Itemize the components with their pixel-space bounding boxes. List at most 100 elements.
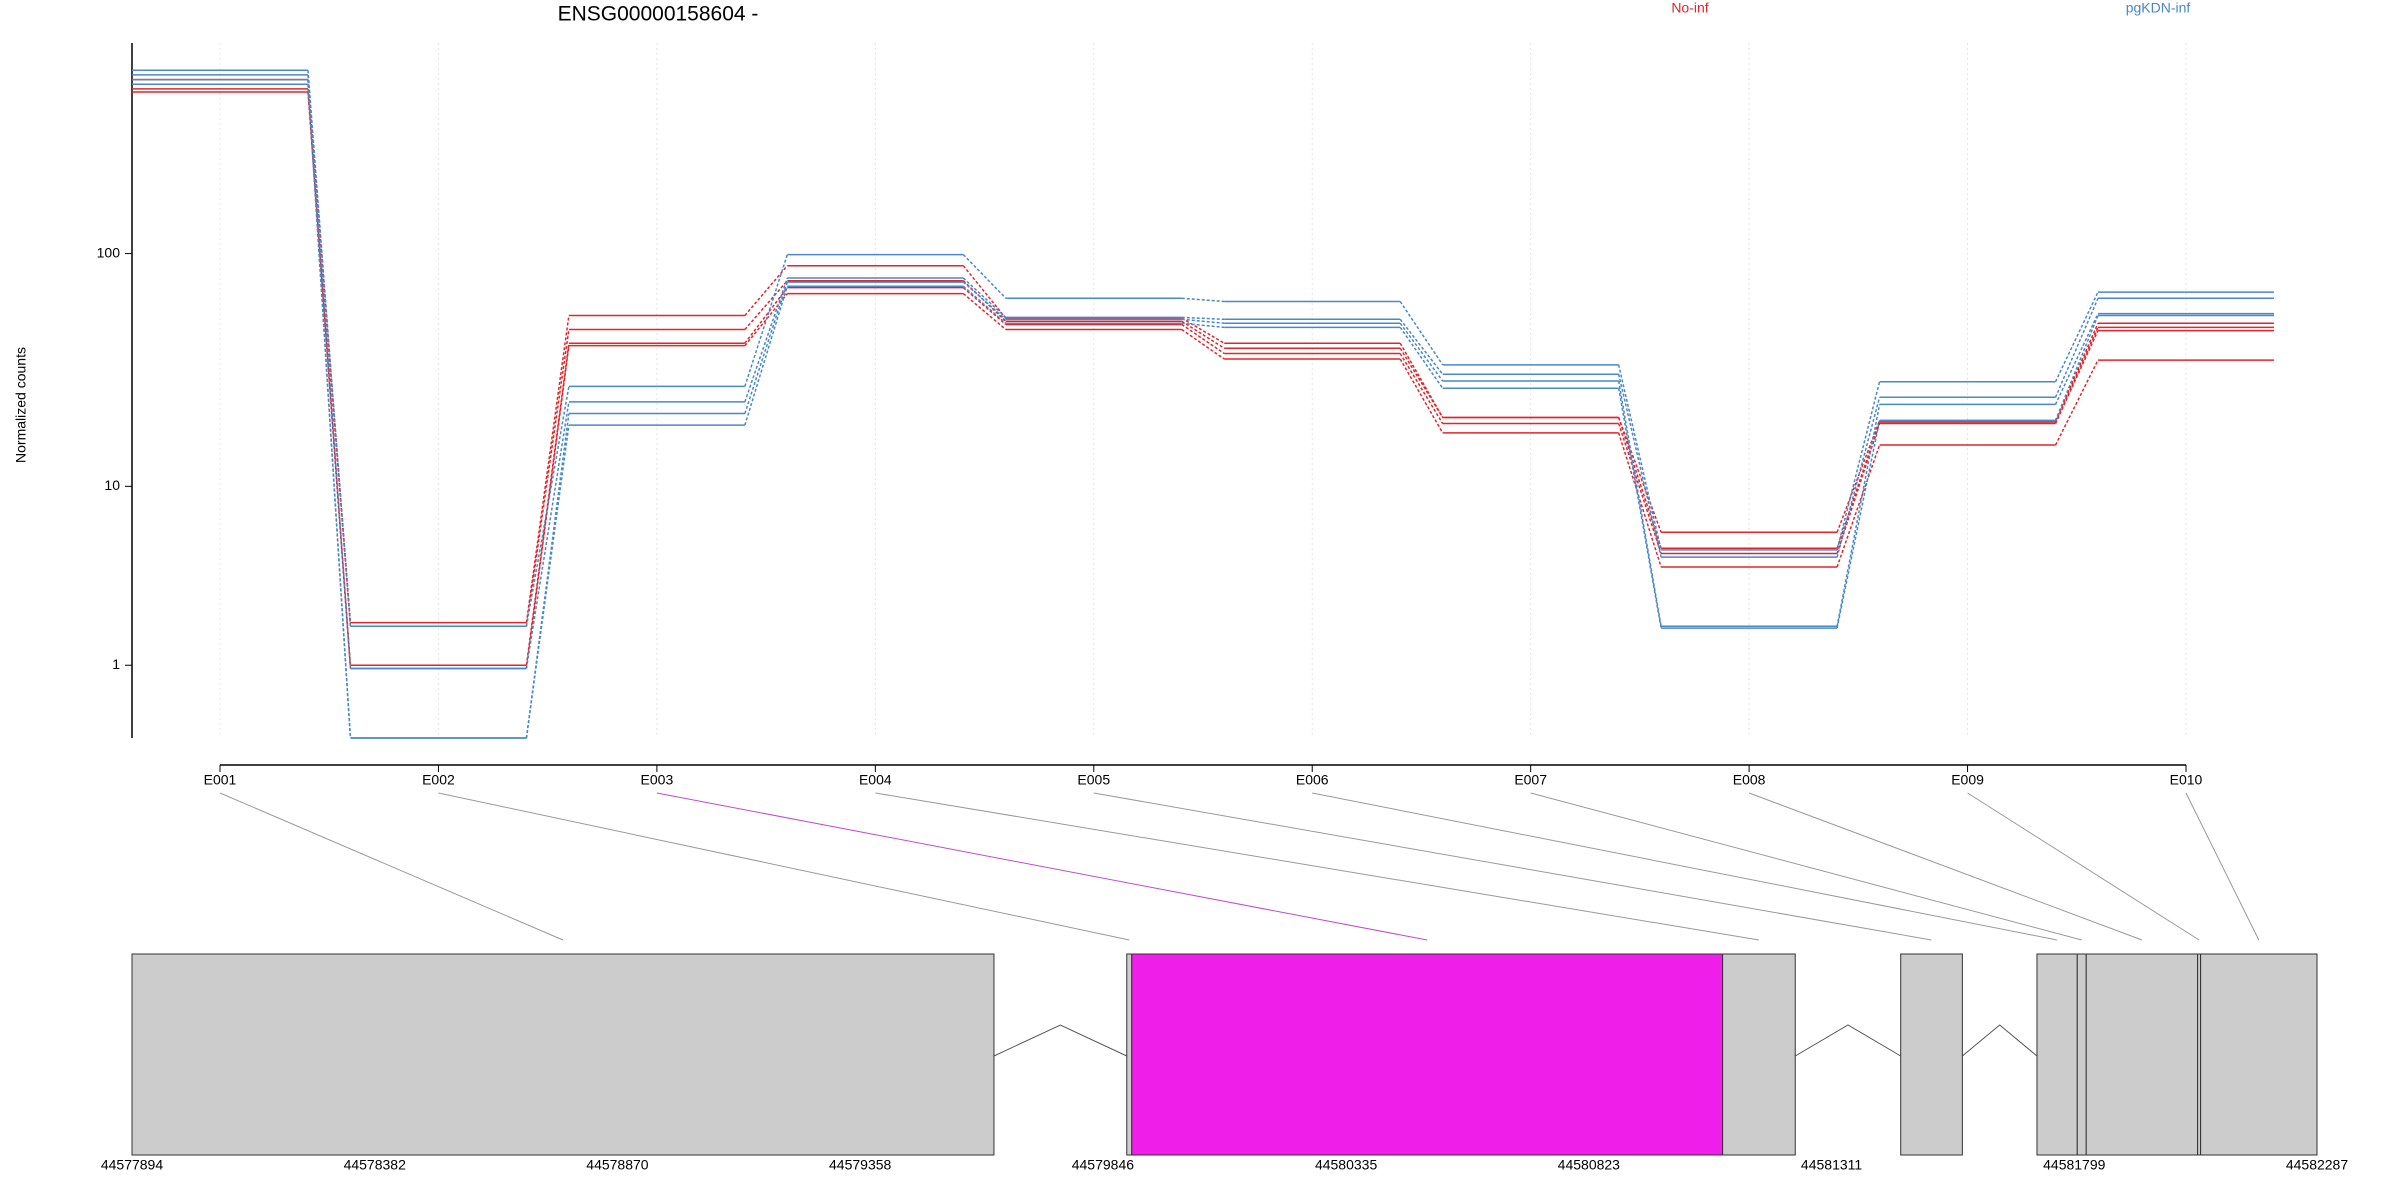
exon-box [1722, 953, 1796, 1156]
x-tick-label: E008 [1733, 772, 1766, 788]
legend-entry: pgKDN-inf [2126, 0, 2191, 16]
segment-link [744, 265, 788, 316]
segment-link [1836, 421, 1881, 549]
segment-link [1617, 364, 1662, 551]
segment-link [1836, 423, 1881, 554]
x-tick-label: E009 [1951, 772, 1984, 788]
segment-link [1617, 417, 1662, 549]
segment-link [525, 315, 570, 623]
segment-link [1399, 342, 1444, 418]
segment-link [744, 281, 789, 414]
segment-link [1617, 417, 1662, 533]
y-tick-label: 1 [112, 656, 120, 672]
genomic-tick-label: 44581799 [2043, 1157, 2106, 1173]
x-tick-label: E006 [1296, 772, 1329, 788]
x-tick-label: E004 [859, 772, 892, 788]
segment-link [1399, 301, 1444, 366]
exon-link [438, 792, 1130, 941]
segment-link [1399, 358, 1444, 434]
exon-link [1312, 792, 2058, 941]
segment-link [307, 84, 352, 739]
segment-link [1836, 381, 1881, 551]
genomic-tick-label: 44582287 [2286, 1157, 2349, 1173]
segment-link [962, 265, 1007, 319]
genomic-tick-label: 44580823 [1558, 1157, 1621, 1173]
segment-link [2054, 291, 2099, 383]
x-tick-label: E002 [422, 772, 455, 788]
segment-link [1399, 326, 1444, 389]
intron [1794, 1024, 1901, 1057]
y-tick-label: 10 [104, 477, 120, 493]
exon-box [2036, 953, 2078, 1156]
genomic-tick-label: 44579846 [1072, 1157, 1135, 1173]
segment-link [1181, 328, 1225, 360]
segment-link [1399, 322, 1444, 382]
exon-link [1530, 792, 2082, 941]
segment-link [525, 401, 570, 669]
exon-box [1131, 953, 1724, 1156]
segment-link [962, 281, 1007, 320]
segment-link [2054, 359, 2099, 446]
segment-link [1836, 444, 1881, 568]
exon-link [2185, 792, 2260, 941]
segment-link [744, 277, 789, 403]
exon-box [1900, 953, 1963, 1156]
segment-link [1617, 380, 1662, 627]
genomic-tick-label: 44577894 [101, 1157, 164, 1173]
segment-link [307, 91, 352, 669]
segment-link [2054, 327, 2099, 423]
exon-link [1748, 792, 2143, 941]
segment-link [1399, 353, 1444, 424]
segment-link [307, 70, 352, 627]
segment-link [1181, 322, 1225, 329]
exon-link [219, 792, 564, 941]
segment-link [2054, 315, 2099, 421]
segment-link [744, 286, 789, 426]
chart-title: ENSG00000158604 - [558, 3, 759, 26]
exon-box [2085, 953, 2199, 1156]
exon-box [1126, 953, 1133, 1156]
segment-link [1181, 318, 1225, 325]
segment-link [1181, 316, 1225, 321]
segment-link [1836, 404, 1881, 627]
exon-link [1093, 792, 1932, 941]
segment-link [1836, 420, 1881, 629]
x-tick-label: E005 [1077, 772, 1110, 788]
segment-link [1617, 374, 1662, 558]
genomic-tick-label: 44579358 [829, 1157, 892, 1173]
y-tick-label: 100 [97, 244, 121, 260]
legend-entry: No-inf [1671, 0, 1708, 16]
segment-link [525, 386, 570, 627]
segment-link [2054, 330, 2099, 424]
segment-link [1181, 297, 1225, 303]
segment-link [525, 425, 570, 739]
x-tick-label: E001 [204, 772, 237, 788]
y-axis-label: Normalized counts [13, 347, 29, 463]
segment-link [1617, 388, 1662, 629]
intron [1962, 1024, 2038, 1057]
segment-link [1181, 323, 1225, 355]
segment-link [1181, 317, 1225, 344]
x-tick-label: E010 [2170, 772, 2203, 788]
segment-link [744, 287, 788, 344]
genomic-tick-label: 44580335 [1315, 1157, 1378, 1173]
segment-link [962, 293, 1007, 331]
exon-box [2076, 953, 2087, 1156]
segment-link [744, 280, 788, 330]
segment-link [307, 74, 352, 669]
genomic-tick-label: 44581311 [1801, 1157, 1862, 1173]
genomic-tick-label: 44578382 [344, 1157, 407, 1173]
segment-link [1836, 397, 1881, 558]
segment-link [2054, 313, 2099, 405]
genomic-tick-label: 44578870 [586, 1157, 649, 1173]
segment-link [1181, 320, 1225, 349]
segment-link [2054, 297, 2099, 398]
segment-link [1399, 347, 1444, 418]
exon-link [1967, 792, 2200, 941]
x-tick-label: E007 [1514, 772, 1547, 788]
exon-box [131, 953, 995, 1156]
segment-link [525, 413, 570, 739]
exon-link [656, 792, 1428, 941]
segment-link [962, 287, 1007, 326]
